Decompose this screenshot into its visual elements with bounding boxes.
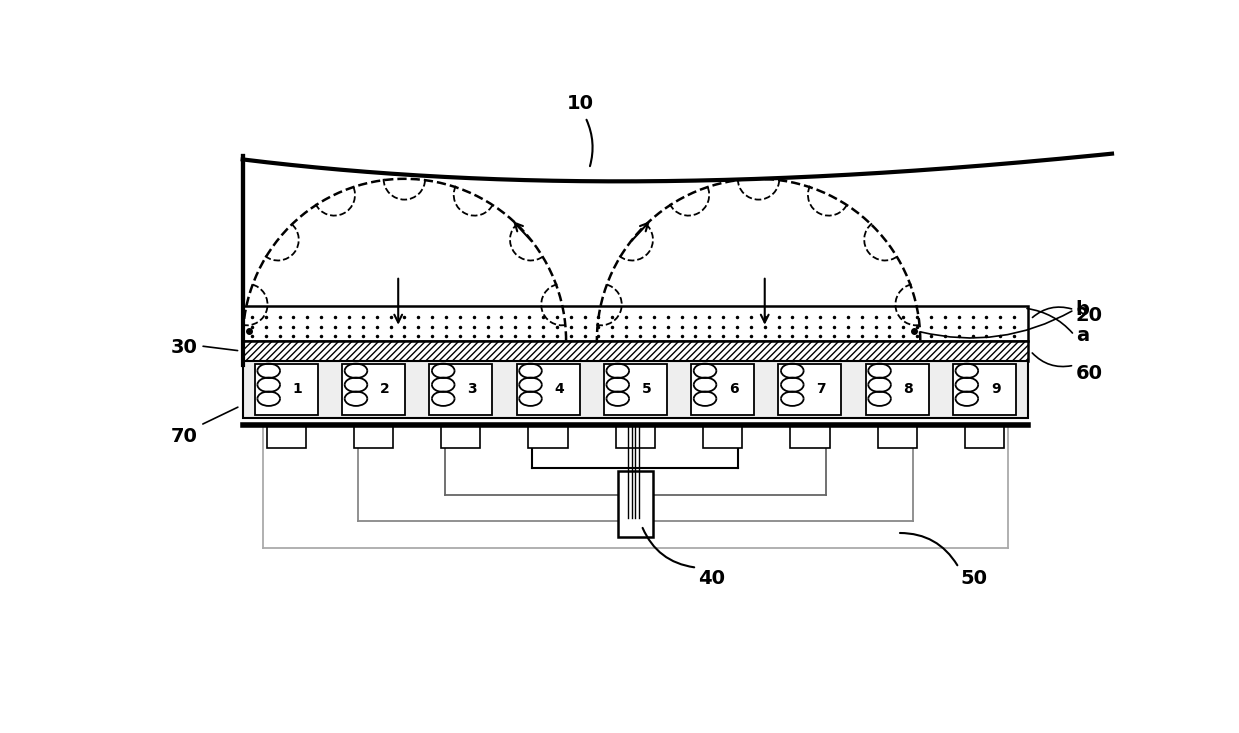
Bar (965, 425, 1004, 449)
Text: 3: 3 (467, 383, 477, 397)
Bar (603, 364, 667, 415)
Text: 40: 40 (699, 570, 726, 588)
Text: 6: 6 (729, 383, 738, 397)
Text: 20: 20 (1075, 306, 1103, 325)
Bar (441, 425, 481, 449)
Bar (243, 361, 1028, 418)
Text: a: a (1075, 325, 1089, 345)
Text: 70: 70 (171, 427, 198, 446)
Text: 8: 8 (903, 383, 913, 397)
Text: 4: 4 (555, 383, 564, 397)
Bar (778, 364, 841, 415)
Text: 60: 60 (1075, 364, 1103, 383)
Bar (618, 471, 653, 537)
Bar (790, 425, 830, 449)
Text: 2: 2 (380, 383, 390, 397)
Text: 10: 10 (566, 95, 593, 114)
Bar (243, 341, 1028, 361)
Text: 1: 1 (292, 383, 302, 397)
Bar (953, 364, 1016, 415)
Bar (529, 425, 567, 449)
Text: 50: 50 (960, 570, 987, 588)
Text: 5: 5 (642, 383, 652, 397)
Bar (517, 364, 580, 415)
Text: 9: 9 (991, 383, 1001, 397)
Bar (616, 425, 655, 449)
Bar (866, 364, 928, 415)
Text: 30: 30 (171, 338, 198, 357)
Bar (255, 364, 317, 415)
Bar (342, 364, 405, 415)
Text: b: b (1075, 301, 1089, 319)
Bar (430, 364, 492, 415)
Bar (877, 425, 917, 449)
Bar (354, 425, 393, 449)
Text: 7: 7 (817, 383, 826, 397)
Bar (703, 425, 742, 449)
Bar (691, 364, 755, 415)
Bar (266, 425, 306, 449)
Bar (243, 306, 1028, 341)
